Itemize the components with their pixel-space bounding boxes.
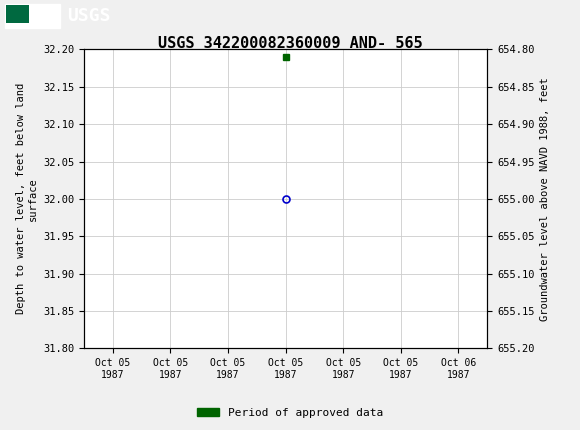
Text: USGS 342200082360009 AND- 565: USGS 342200082360009 AND- 565 (158, 36, 422, 50)
FancyBboxPatch shape (6, 5, 29, 22)
Y-axis label: Groundwater level above NAVD 1988, feet: Groundwater level above NAVD 1988, feet (540, 77, 550, 321)
Legend: Period of approved data: Period of approved data (193, 403, 387, 422)
FancyBboxPatch shape (5, 4, 60, 28)
Text: USGS: USGS (67, 7, 110, 25)
Y-axis label: Depth to water level, feet below land
surface: Depth to water level, feet below land su… (16, 83, 38, 314)
